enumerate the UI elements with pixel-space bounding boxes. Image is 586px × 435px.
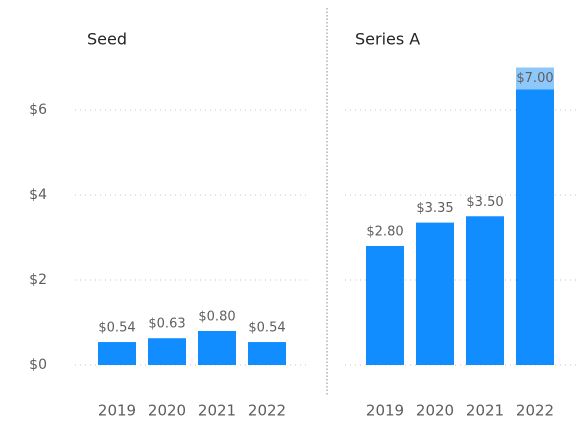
value-label: $0.80	[198, 310, 235, 325]
bar	[416, 222, 454, 365]
x-tick-label: 2019	[98, 402, 136, 420]
x-tick-label: 2020	[416, 402, 454, 420]
value-label: $0.54	[98, 321, 135, 336]
y-tick-label: $4	[29, 187, 47, 203]
value-label: $2.80	[366, 225, 403, 240]
bar	[248, 342, 286, 365]
value-label: $0.63	[148, 317, 185, 332]
value-label: $3.50	[466, 195, 503, 210]
bar	[366, 246, 404, 365]
value-label-bg	[516, 67, 554, 90]
bar	[466, 216, 504, 365]
bar	[148, 338, 186, 365]
x-tick-label: 2022	[248, 402, 286, 420]
y-tick-label: $2	[29, 272, 47, 288]
panel-title: Series A	[355, 30, 420, 49]
value-label: $3.35	[416, 201, 453, 216]
x-tick-label: 2019	[366, 402, 404, 420]
x-tick-label: 2022	[516, 402, 554, 420]
y-tick-label: $6	[29, 102, 47, 118]
x-tick-label: 2021	[198, 402, 236, 420]
y-tick-label: $0	[29, 357, 47, 373]
bar	[98, 342, 136, 365]
x-tick-label: 2020	[148, 402, 186, 420]
panel-title: Seed	[87, 30, 127, 49]
value-label: $0.54	[248, 321, 285, 336]
x-tick-label: 2021	[466, 402, 504, 420]
bar	[198, 331, 236, 365]
value-label: $7.00	[516, 71, 553, 86]
bar	[516, 67, 554, 365]
